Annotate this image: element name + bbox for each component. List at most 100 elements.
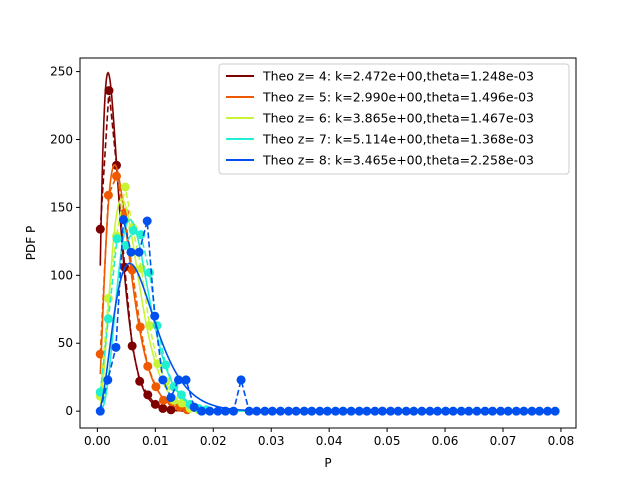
series-5-point-53 <box>503 406 513 416</box>
series-3-point-7 <box>145 321 155 331</box>
series-4-point-4 <box>120 240 130 250</box>
series-5-point-40 <box>401 406 411 416</box>
y-tick-label: 0 <box>65 404 73 418</box>
series-1-point-3 <box>112 160 121 170</box>
series-4-point-3 <box>112 234 122 244</box>
series-5-point-5 <box>126 247 136 257</box>
series-5-point-8 <box>150 311 160 321</box>
series-5-point-4 <box>118 215 128 225</box>
series-3-point-2 <box>103 293 113 303</box>
series-1-point-9 <box>158 403 168 413</box>
series-5-point-18 <box>229 406 239 416</box>
series-5-point-45 <box>441 406 451 416</box>
axes: 0.00 0.01 0.02 0.03 0.04 0.05 0.06 0.07 0.08 0 50 1… <box>50 57 577 448</box>
series-5-point-57 <box>535 406 544 416</box>
y-tick-label: 50 <box>58 336 73 350</box>
series-5-point-38 <box>386 406 396 416</box>
series-4-point-2 <box>103 314 113 324</box>
x-axis-label: P <box>324 456 331 470</box>
series-1-point-10 <box>166 405 176 415</box>
series-5-point-17 <box>220 406 230 416</box>
series-5-point-12 <box>181 375 191 385</box>
series-2-point-8 <box>151 382 161 392</box>
x-tick-label: 0.06 <box>432 434 459 448</box>
series-5-point-21 <box>252 406 262 416</box>
series-3-point-4 <box>120 182 130 192</box>
series-5-point-36 <box>370 406 380 416</box>
series-5-point-25 <box>284 406 294 416</box>
series-5-point-6 <box>134 247 144 257</box>
series-4-point-7 <box>145 268 155 278</box>
series-5-point-54 <box>511 406 521 416</box>
series-2-point-9 <box>158 395 168 405</box>
series-5-point-58 <box>543 406 553 416</box>
y-axis-label: PDF P <box>24 226 38 260</box>
series-1-point-7 <box>143 390 153 400</box>
series-5-point-52 <box>496 406 506 416</box>
legend-entry-2: Theo z= 5: k=2.990e+00,theta=1.496e-03 <box>262 90 534 105</box>
series-5-point-46 <box>448 406 458 416</box>
series-1-point-2 <box>104 86 114 96</box>
series-5-point-39 <box>393 406 403 416</box>
legend-entry-1: Theo z= 4: k=2.472e+00,theta=1.248e-03 <box>262 69 534 84</box>
y-tick-label: 150 <box>50 200 73 214</box>
series-5-point-51 <box>488 406 498 416</box>
series-3-point-11 <box>177 398 187 408</box>
series-5-point-37 <box>377 406 387 416</box>
legend-entry-5: Theo z= 8: k=3.465e+00,theta=2.258e-03 <box>262 153 534 168</box>
series-5-point-49 <box>472 406 482 416</box>
y-tick-label: 100 <box>50 268 73 282</box>
series-5-point-56 <box>527 406 537 416</box>
series-5-theory-line <box>99 262 246 412</box>
series-5-point-26 <box>291 406 301 416</box>
x-tick-label: 0.03 <box>258 434 285 448</box>
series-5-point-15 <box>205 406 215 416</box>
x-tick-label: 0.02 <box>200 434 227 448</box>
series-5-point-42 <box>417 406 427 416</box>
x-tick-label: 0.00 <box>84 434 111 448</box>
y-tick-label: 250 <box>50 65 73 79</box>
series-5-point-32 <box>338 406 348 416</box>
series-4-point-5 <box>128 226 138 235</box>
series-5-point-13 <box>189 402 199 412</box>
legend-entry-4: Theo z= 7: k=5.114e+00,theta=1.368e-03 <box>262 132 534 147</box>
series-5-point-47 <box>456 406 466 416</box>
series-5-point-19 <box>236 375 246 385</box>
series-2-point-3 <box>112 171 121 181</box>
x-tick-label: 0.04 <box>316 434 343 448</box>
series-1-point-8 <box>150 399 160 409</box>
series-5-point-22 <box>260 406 270 416</box>
series-5-point-28 <box>307 406 317 416</box>
series-5-point-16 <box>213 406 223 416</box>
series-5-point-9 <box>158 375 168 385</box>
series-5-point-41 <box>409 406 419 416</box>
series-2-point-7 <box>143 361 153 371</box>
series-5-point-31 <box>331 406 341 416</box>
series-5-point-34 <box>354 406 364 416</box>
series-5-point-1 <box>95 406 105 416</box>
series-5-point-27 <box>299 406 309 416</box>
x-tick-label: 0.05 <box>374 434 401 448</box>
plot-data <box>95 71 560 416</box>
series-5-point-55 <box>519 406 529 416</box>
series-5-point-29 <box>315 406 325 416</box>
legend-entry-3: Theo z= 6: k=3.865e+00,theta=1.467e-03 <box>262 111 534 126</box>
series-5-point-3 <box>111 342 121 352</box>
series-4-point-9 <box>161 360 171 370</box>
series-1-point-1 <box>95 224 105 234</box>
series-5-point-48 <box>464 406 474 416</box>
legend: Theo z= 4: k=2.472e+00,theta=1.248e-03 Th… <box>218 63 570 175</box>
series-5-point-24 <box>275 406 285 416</box>
series-4-point-6 <box>136 230 146 240</box>
series-5-point-23 <box>267 406 277 416</box>
series-2-point-2 <box>103 190 113 200</box>
series-5-point-35 <box>362 406 372 416</box>
x-tick-label: 0.07 <box>490 434 517 448</box>
series-5-point-33 <box>346 406 356 416</box>
series-5-point-10 <box>166 393 176 403</box>
series-4-point-11 <box>176 390 186 400</box>
x-tick-label: 0.01 <box>142 434 169 448</box>
series-5-point-7 <box>142 216 152 226</box>
series-5-point-44 <box>433 406 443 416</box>
